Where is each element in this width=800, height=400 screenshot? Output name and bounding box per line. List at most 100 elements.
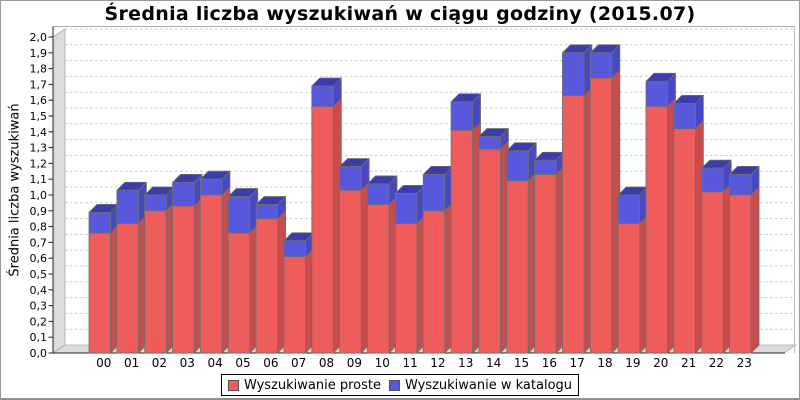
bar-proste-front-23 <box>729 194 752 354</box>
bar-katalog-front-19 <box>617 194 641 224</box>
y-tick-label-0,5: 0,5 <box>30 268 48 281</box>
bar-17 <box>562 44 593 354</box>
bar-katalog-front-06 <box>255 204 279 220</box>
bar-proste-front-01 <box>116 223 139 354</box>
bar-00 <box>88 203 119 354</box>
bar-katalog-front-21 <box>673 102 696 130</box>
x-tick-label-14: 14 <box>486 356 501 370</box>
bar-proste-front-04 <box>199 194 223 354</box>
x-tick-label-15: 15 <box>514 356 529 370</box>
y-tick-label-1,8: 1,8 <box>30 63 48 76</box>
legend-label-1: Wyszukiwanie w katalogu <box>404 377 573 393</box>
x-tick-label-23: 23 <box>737 356 752 370</box>
plot-side-wall <box>52 28 66 354</box>
bar-katalog-front-12 <box>422 174 446 212</box>
bar-13 <box>450 93 481 354</box>
bar-20 <box>645 72 676 354</box>
x-tick-label-18: 18 <box>597 356 612 370</box>
bar-katalog-front-04 <box>199 178 223 196</box>
bar-proste-front-13 <box>450 129 473 354</box>
bar-katalog-front-07 <box>283 240 306 258</box>
bar-katalog-front-03 <box>172 181 195 207</box>
bar-21 <box>673 94 704 354</box>
bar-19 <box>617 186 649 354</box>
chart-title: Średnia liczba wyszukiwań w ciągu godzin… <box>104 3 696 25</box>
bar-proste-front-16 <box>534 174 557 354</box>
bar-proste-front-10 <box>367 204 390 354</box>
bar-proste-front-03 <box>172 205 195 354</box>
bar-04 <box>199 170 231 354</box>
bar-proste-front-02 <box>144 210 167 354</box>
x-tick-label-10: 10 <box>375 356 390 370</box>
bar-proste-front-21 <box>673 128 696 354</box>
bar-10 <box>367 175 398 354</box>
x-tick-label-05: 05 <box>235 356 250 370</box>
x-tick-label-01: 01 <box>124 356 139 370</box>
bar-18 <box>589 44 621 354</box>
bar-16 <box>534 151 565 354</box>
y-tick-label-1,3: 1,3 <box>30 142 48 155</box>
x-tick-label-12: 12 <box>430 356 445 370</box>
bar-katalog-front-09 <box>339 166 362 191</box>
x-tick-label-07: 07 <box>291 356 306 370</box>
bar-katalog-front-16 <box>534 159 557 175</box>
bar-05 <box>227 188 259 354</box>
bar-katalog-front-02 <box>144 194 167 212</box>
x-tick-label-09: 09 <box>347 356 362 370</box>
bar-katalog-front-10 <box>367 183 390 205</box>
y-tick-label-0,6: 0,6 <box>30 252 48 265</box>
bar-proste-front-19 <box>617 223 641 354</box>
bar-01 <box>116 181 147 354</box>
bar-proste-front-15 <box>506 180 529 354</box>
bar-03 <box>172 173 203 354</box>
y-tick-label-0,0: 0,0 <box>30 347 48 360</box>
x-tick-label-04: 04 <box>208 356 223 370</box>
legend-item-1: Wyszukiwanie w katalogu <box>388 377 573 393</box>
bar-proste-front-08 <box>311 106 334 354</box>
bar-proste-front-17 <box>562 95 585 354</box>
legend-item-0: Wyszukiwanie proste <box>227 378 381 393</box>
x-tick-label-11: 11 <box>402 356 417 370</box>
bar-proste-front-18 <box>589 77 613 354</box>
x-tick-label-02: 02 <box>152 356 167 370</box>
bar-katalog-front-17 <box>562 52 585 96</box>
bar-proste-front-09 <box>339 189 362 354</box>
y-tick-label-1,4: 1,4 <box>30 126 48 139</box>
x-tick-label-16: 16 <box>542 356 557 370</box>
y-tick-label-0,7: 0,7 <box>30 236 48 249</box>
bar-23 <box>729 166 760 354</box>
bar-09 <box>339 158 370 354</box>
y-tick-label-0,4: 0,4 <box>30 284 48 297</box>
bar-katalog-front-13 <box>450 101 473 131</box>
y-tick-label-1,5: 1,5 <box>30 110 48 123</box>
x-tick-label-03: 03 <box>180 356 195 370</box>
bar-11 <box>394 185 426 354</box>
bar-katalog-front-18 <box>589 52 613 79</box>
bar-22 <box>701 159 732 354</box>
bar-katalog-front-01 <box>116 189 139 224</box>
legend: Wyszukiwanie proste Wyszukiwanie w katalo… <box>220 374 580 396</box>
bar-katalog-front-05 <box>227 196 251 234</box>
bar-proste-front-20 <box>645 106 668 354</box>
x-tick-label-08: 08 <box>319 356 334 370</box>
x-tick-label-21: 21 <box>681 356 696 370</box>
bar-katalog-front-08 <box>311 85 334 107</box>
y-tick-label-1,9: 1,9 <box>30 47 48 60</box>
bar-proste-front-22 <box>701 191 724 354</box>
y-tick-label-1,2: 1,2 <box>30 157 48 170</box>
bar-proste-front-05 <box>227 232 251 354</box>
y-tick-label-1,6: 1,6 <box>30 94 48 107</box>
bar-katalog-front-14 <box>478 136 501 150</box>
bar-katalog-front-23 <box>729 174 752 196</box>
bar-12 <box>422 166 454 354</box>
x-tick-label-06: 06 <box>263 356 278 370</box>
bar-02 <box>144 186 175 354</box>
bar-14 <box>478 128 509 354</box>
bar-katalog-front-22 <box>701 167 724 193</box>
y-tick-label-2,0: 2,0 <box>30 31 48 44</box>
bar-katalog-front-11 <box>394 193 418 224</box>
y-tick-label-0,3: 0,3 <box>30 300 48 313</box>
y-tick-label-1,7: 1,7 <box>30 78 48 91</box>
